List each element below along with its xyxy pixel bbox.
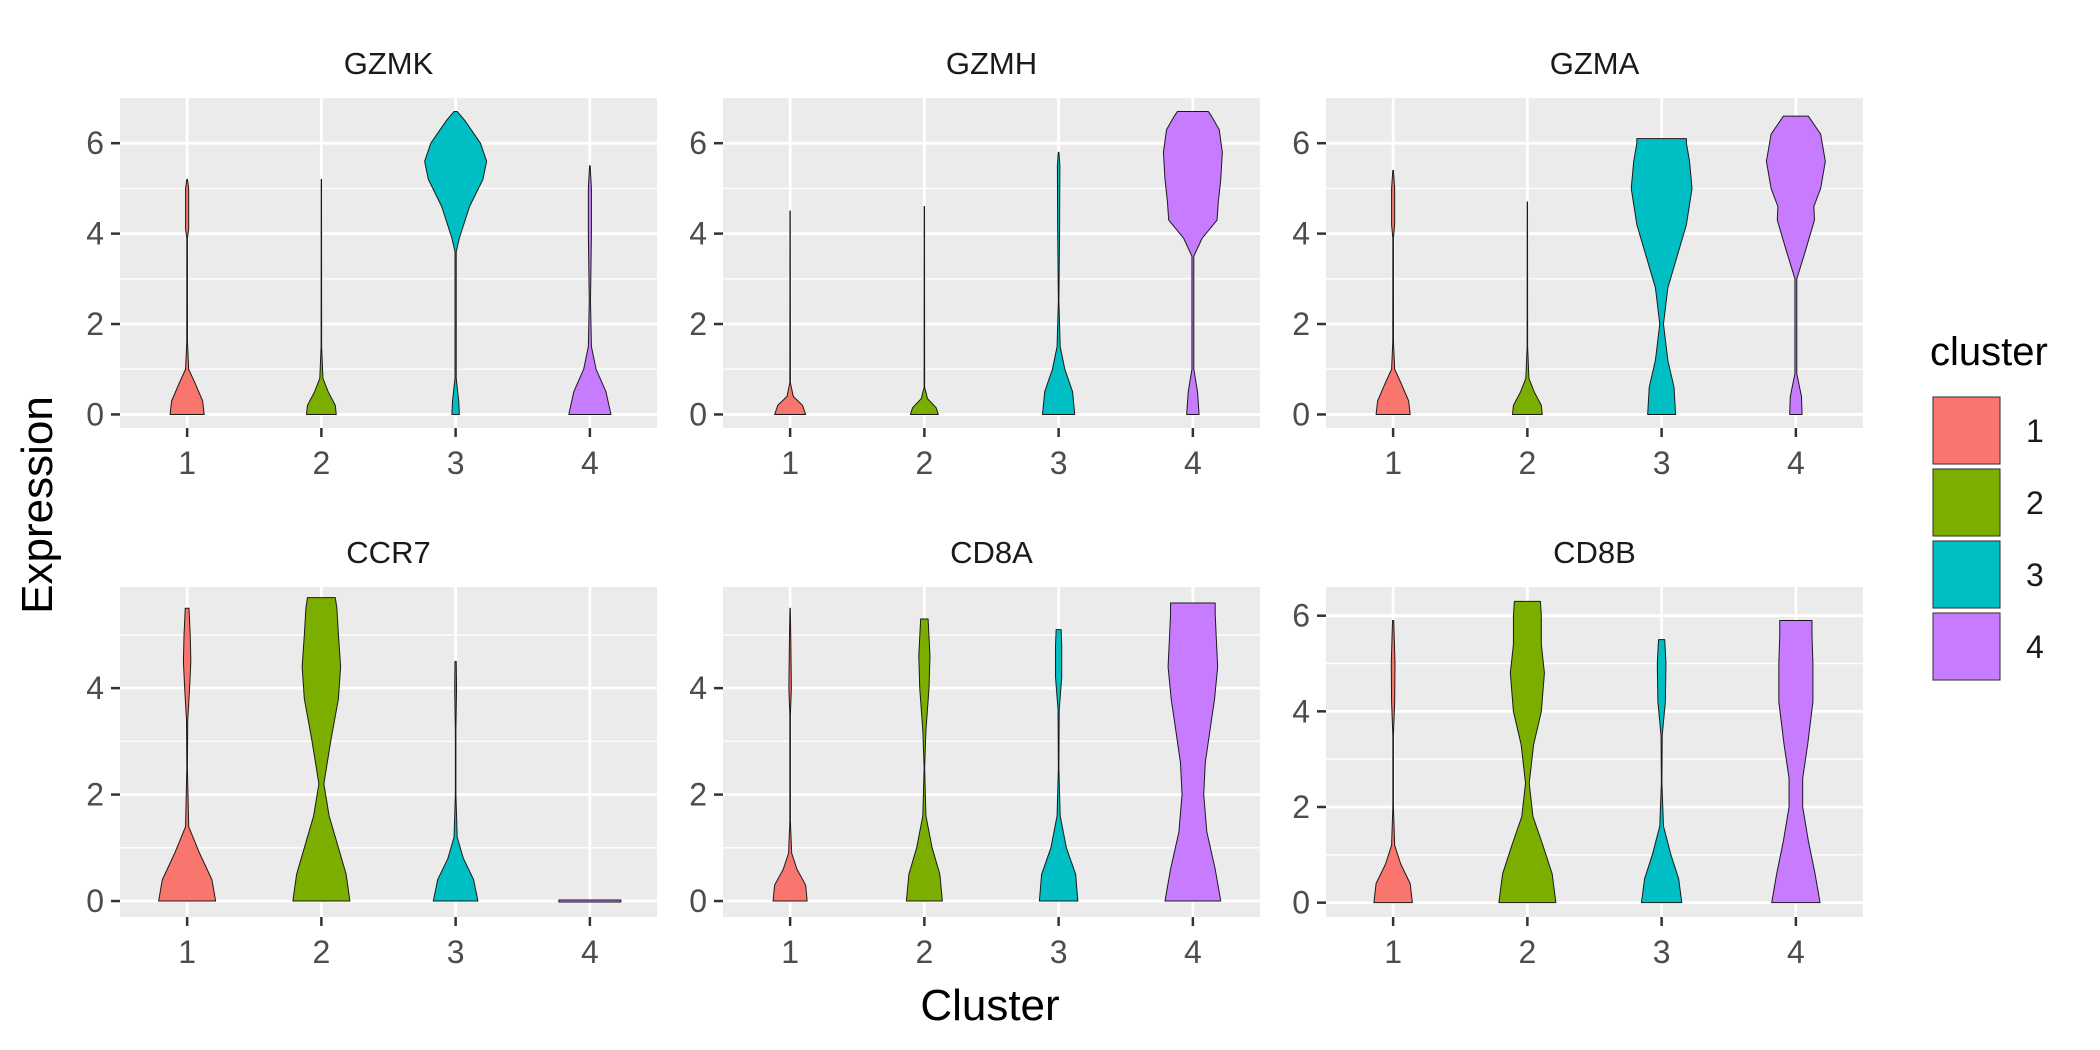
y-tick-label: 2 [689, 777, 707, 813]
x-tick-label: 3 [447, 934, 465, 970]
violin-cd8b-cluster-1 [1373, 619, 1413, 904]
panel-cd8a: 0 2 4 1 2 3 4 CD8A [689, 535, 1260, 970]
y-tick-label: 6 [689, 125, 707, 161]
x-tick-label: 2 [312, 445, 330, 481]
violin-gzma-cluster-2 [1511, 201, 1543, 415]
violin-gzmh-cluster-3 [1042, 151, 1076, 415]
y-tick-label: 0 [689, 883, 707, 919]
x-tick-label: 2 [1518, 445, 1536, 481]
x-tick-label: 4 [1787, 934, 1805, 970]
y-tick-label: 4 [86, 670, 104, 706]
y-tick-label: 0 [86, 883, 104, 919]
legend-label: 4 [2026, 629, 2044, 665]
violin-gzma-cluster-4 [1765, 115, 1826, 415]
violin-ccr7-cluster-4 [558, 899, 622, 903]
violin-cd8a-cluster-3 [1038, 629, 1079, 902]
violin-cd8a-cluster-4 [1164, 602, 1222, 902]
legend-label: 2 [2026, 485, 2044, 521]
x-tick-label: 3 [1653, 445, 1671, 481]
y-tick-label: 4 [689, 670, 707, 706]
legend-title: cluster [1930, 330, 2048, 374]
legend: cluster 1 2 3 4 [1930, 330, 2048, 681]
y-tick-label: 0 [1292, 885, 1310, 921]
panel-background [1326, 587, 1863, 917]
y-tick-label: 6 [1292, 125, 1310, 161]
x-tick-label: 3 [1653, 934, 1671, 970]
legend-label: 1 [2026, 413, 2044, 449]
facet-title: GZMH [946, 46, 1037, 81]
violin-gzmh-cluster-1 [774, 210, 807, 415]
y-tick-label: 0 [689, 396, 707, 432]
violin-ccr7-cluster-2 [292, 597, 351, 902]
x-tick-label: 1 [178, 934, 196, 970]
facet-title: CCR7 [346, 535, 430, 570]
x-tick-label: 3 [447, 445, 465, 481]
y-tick-label: 2 [689, 306, 707, 342]
y-tick-label: 4 [689, 216, 707, 252]
violin-gzmk-cluster-4 [568, 165, 612, 415]
y-tick-label: 4 [1292, 693, 1310, 729]
x-tick-label: 1 [781, 934, 799, 970]
x-tick-label: 1 [1384, 934, 1402, 970]
legend-key-swatch [1932, 396, 2001, 465]
y-tick-label: 6 [1292, 598, 1310, 634]
x-tick-label: 1 [1384, 445, 1402, 481]
violin-cd8a-cluster-1 [772, 607, 808, 902]
y-tick-label: 6 [86, 125, 104, 161]
x-tick-label: 4 [1787, 445, 1805, 481]
legend-label: 3 [2026, 557, 2044, 593]
panel-cd8b: 0 2 4 6 1 2 3 4 CD8B [1292, 535, 1863, 970]
legend-key-swatch [1932, 612, 2001, 681]
violin-gzmh-cluster-2 [909, 205, 939, 415]
x-tick-label: 4 [581, 934, 599, 970]
x-tick-label: 3 [1050, 934, 1068, 970]
panel-gzmh: 0 2 4 6 1 2 3 4 GZMH [689, 46, 1260, 481]
x-tick-label: 3 [1050, 445, 1068, 481]
facet-title: GZMA [1550, 46, 1640, 81]
x-tick-label: 2 [915, 934, 933, 970]
violin-ccr7-cluster-1 [158, 607, 217, 902]
violin-cd8a-cluster-2 [905, 618, 943, 902]
x-tick-label: 1 [178, 445, 196, 481]
facet-title: CD8B [1553, 535, 1636, 570]
y-tick-label: 4 [86, 216, 104, 252]
violin-ccr7-cluster-3 [432, 661, 479, 902]
y-tick-label: 0 [86, 396, 104, 432]
y-tick-label: 2 [86, 777, 104, 813]
x-tick-label: 4 [581, 445, 599, 481]
violin-cd8b-cluster-3 [1640, 639, 1683, 904]
violin-gzmk-cluster-1 [169, 178, 205, 415]
violin-cd8b-cluster-2 [1498, 600, 1557, 904]
panel-background [120, 98, 657, 428]
violin-gzmk-cluster-2 [306, 178, 337, 415]
legend-key-swatch [1932, 468, 2001, 537]
panel-gzmk: 0 2 4 6 1 2 3 4 GZMK [86, 46, 657, 481]
y-tick-label: 0 [1292, 396, 1310, 432]
facet-title: GZMK [344, 46, 434, 81]
x-tick-label: 4 [1184, 445, 1202, 481]
violin-gzmk-cluster-3 [424, 111, 488, 415]
x-tick-label: 1 [781, 445, 799, 481]
panel-background [120, 587, 657, 917]
violin-gzmh-cluster-4 [1162, 111, 1223, 415]
violin-gzma-cluster-3 [1630, 138, 1693, 415]
violin-cd8b-cluster-4 [1771, 619, 1821, 904]
y-tick-label: 2 [1292, 789, 1310, 825]
x-tick-label: 2 [312, 934, 330, 970]
x-tick-label: 4 [1184, 934, 1202, 970]
y-axis-title: Expression [13, 396, 62, 614]
y-tick-label: 4 [1292, 216, 1310, 252]
x-axis-title: Cluster [920, 981, 1059, 1030]
legend-key-swatch [1932, 540, 2001, 609]
facet-panels: 0 2 4 6 1 2 3 4 GZMK 0 2 4 6 1 2 3 4 GZMH 0 2 4 6 1 2 3 4 GZMA 0 2 4 1… [86, 46, 1863, 970]
violin-gzma-cluster-1 [1375, 169, 1411, 415]
panel-gzma: 0 2 4 6 1 2 3 4 GZMA [1292, 46, 1863, 481]
panel-ccr7: 0 2 4 1 2 3 4 CCR7 [86, 535, 657, 970]
x-tick-label: 2 [915, 445, 933, 481]
y-tick-label: 2 [1292, 306, 1310, 342]
y-tick-label: 2 [86, 306, 104, 342]
x-tick-label: 2 [1518, 934, 1536, 970]
facet-title: CD8A [950, 535, 1033, 570]
